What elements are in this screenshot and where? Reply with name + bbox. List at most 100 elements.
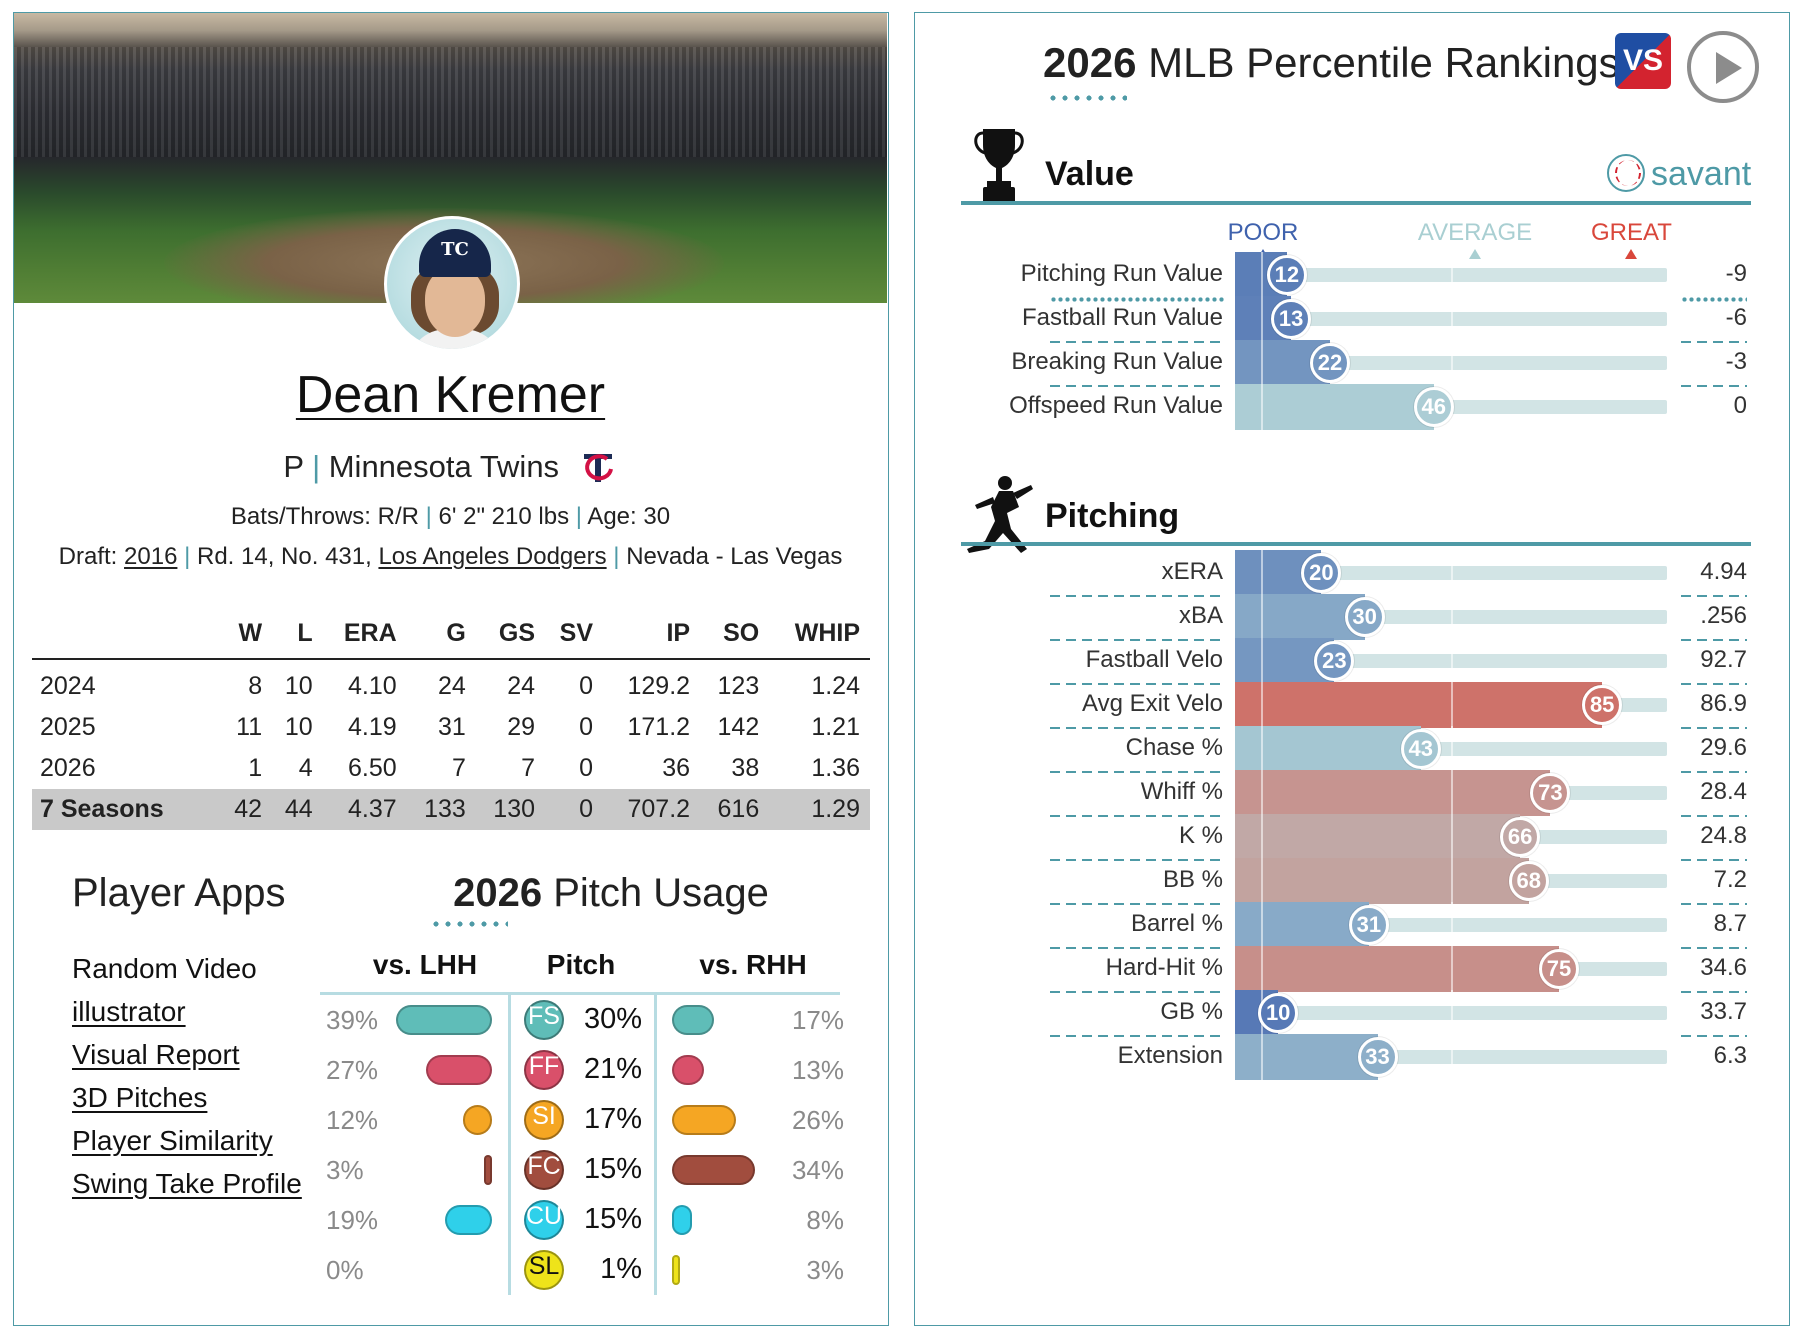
percentile-badge[interactable]: 33 (1357, 1037, 1398, 1077)
metric-name: BB % (1162, 866, 1223, 893)
stats-col-header: ERA (322, 611, 407, 660)
percentile-badge[interactable]: 66 (1500, 817, 1541, 857)
reference-line (1451, 858, 1453, 904)
usage-lhh-bar (484, 1155, 492, 1185)
percentile-badge[interactable]: 12 (1266, 255, 1307, 295)
savant-link[interactable]: savant (1607, 154, 1752, 195)
height-weight: 6' 2" 210 lbs (438, 503, 570, 530)
reference-line (1261, 550, 1263, 596)
row-separator (1681, 595, 1747, 597)
app-illustrator-link[interactable]: illustrator (72, 996, 186, 1027)
app-random-video-link[interactable]: Random Video (72, 953, 257, 984)
usage-lhh-pct: 3% (326, 1155, 364, 1185)
pitch-type-badge[interactable]: SL (524, 1250, 564, 1290)
row-separator (1050, 683, 1224, 685)
percentile-badge[interactable]: 85 (1582, 685, 1623, 725)
pitch-type-badge[interactable]: FC (524, 1150, 564, 1190)
metric-name: K % (1178, 822, 1223, 849)
player-name[interactable]: Dean Kremer (295, 366, 606, 424)
usage-rhh-bar (672, 1055, 704, 1085)
percentile-bar (1235, 682, 1603, 728)
usage-rhh-pct: 13% (791, 1055, 844, 1085)
stats-col-header: G (406, 611, 476, 660)
usage-lhh-bar (425, 1055, 492, 1085)
pitch-type-badge[interactable]: SI (524, 1100, 564, 1140)
percentile-badge[interactable]: 20 (1301, 553, 1342, 593)
percentile-badge[interactable]: 23 (1314, 641, 1355, 681)
percentile-badge[interactable]: 73 (1530, 773, 1571, 813)
vs-logo[interactable]: VS (1615, 33, 1671, 89)
metric-value: 92.7 (1700, 646, 1747, 673)
stats-cell: 11 (236, 713, 263, 741)
stats-cell: 6.50 (348, 754, 397, 782)
row-separator (1050, 947, 1224, 949)
reference-line (1451, 946, 1453, 992)
play-button[interactable] (1687, 31, 1759, 103)
stats-cell: 1.24 (811, 672, 860, 700)
percentile-badge[interactable]: 13 (1271, 299, 1312, 339)
stats-cell: 2024 (40, 672, 96, 700)
stats-cell: 130 (475, 789, 546, 830)
percentile-badge[interactable]: 22 (1310, 343, 1351, 383)
stats-row: 2024 8 10 4.10 24 24 0 129.2 123 1.24 (32, 659, 870, 707)
career-stats-table: W L ERA G GS SV IP SO WHIP 2024 8 10 4.1… (32, 611, 870, 830)
pitch-type-badge[interactable]: CU (524, 1200, 564, 1240)
pitch-type-badge[interactable]: FS (524, 1000, 564, 1040)
app-visual-report-link[interactable]: Visual Report (72, 1039, 240, 1070)
row-separator (1681, 341, 1747, 343)
usage-rhh-bar (672, 1005, 714, 1035)
metric-name: GB % (1160, 998, 1223, 1025)
stats-row: 2025 11 10 4.19 31 29 0 171.2 142 1.21 (32, 707, 870, 748)
player-headshot: TC (384, 216, 520, 352)
app-3d-pitches-link[interactable]: 3D Pitches (72, 1082, 208, 1113)
reference-line (1261, 682, 1263, 728)
stats-row: 2026 1 4 6.50 7 7 0 36 38 1.36 (32, 748, 870, 789)
metric-name: Fastball Run Value (1022, 304, 1223, 331)
reference-line (1261, 770, 1263, 816)
player-card: TC Dean Kremer P | Minnesota Twins Bats/… (13, 12, 889, 1326)
row-separator (1050, 595, 1224, 597)
percentile-badge[interactable]: 31 (1348, 905, 1389, 945)
stats-cell: 7 Seasons (32, 789, 222, 830)
draft-year-link[interactable]: 2016 (124, 543, 178, 570)
percentile-badge[interactable]: 30 (1344, 597, 1385, 637)
percentile-bar (1235, 946, 1559, 992)
school: Nevada - Las Vegas (626, 543, 843, 570)
row-separator (1050, 1035, 1224, 1037)
stats-cell: 4.19 (348, 713, 397, 741)
stats-cell: 29 (507, 713, 536, 741)
scale-great-label: GREAT (1591, 219, 1672, 259)
percentile-bar (1235, 384, 1434, 430)
reference-line (1451, 726, 1453, 772)
stats-cell: 38 (731, 754, 760, 782)
reference-line (1451, 814, 1453, 860)
savant-label: savant (1651, 155, 1752, 193)
stats-cell: 7 (451, 754, 466, 782)
percentile-badge[interactable]: 68 (1508, 861, 1549, 901)
percentile-badge[interactable]: 43 (1400, 729, 1441, 769)
percentile-title: 2026 MLB Percentile Rankings (1043, 39, 1620, 87)
row-separator (1681, 815, 1747, 817)
pitch-type-badge[interactable]: FF (524, 1050, 564, 1090)
percentile-badge[interactable]: 75 (1539, 949, 1579, 989)
app-player-similarity-link[interactable]: Player Similarity (72, 1125, 273, 1156)
player-age: Age: 30 (587, 503, 671, 530)
app-swing-take-profile-link[interactable]: Swing Take Profile (72, 1168, 302, 1199)
row-separator (1050, 815, 1224, 817)
bio-line: Bats/Throws: R/R | 6' 2" 210 lbs | Age: … (230, 503, 671, 530)
stats-cell: 44 (272, 789, 323, 830)
row-separator (1681, 297, 1747, 302)
draft-team-link[interactable]: Los Angeles Dodgers (378, 543, 607, 570)
percentile-badge[interactable]: 10 (1258, 993, 1299, 1033)
stats-cell: 123 (717, 672, 760, 700)
reference-line (1261, 340, 1263, 386)
metric-name: Breaking Run Value (1011, 348, 1223, 375)
stats-cell: 10 (284, 713, 313, 741)
percentile-badge[interactable]: 46 (1413, 387, 1454, 427)
usage-rhh-pct: 34% (791, 1155, 844, 1185)
position-team-line: P | Minnesota Twins (14, 449, 887, 489)
usage-header-pitch: Pitch (546, 949, 616, 980)
usage-overall-pct: 1% (600, 1253, 642, 1285)
row-separator (1050, 991, 1224, 993)
row-separator (1681, 727, 1747, 729)
